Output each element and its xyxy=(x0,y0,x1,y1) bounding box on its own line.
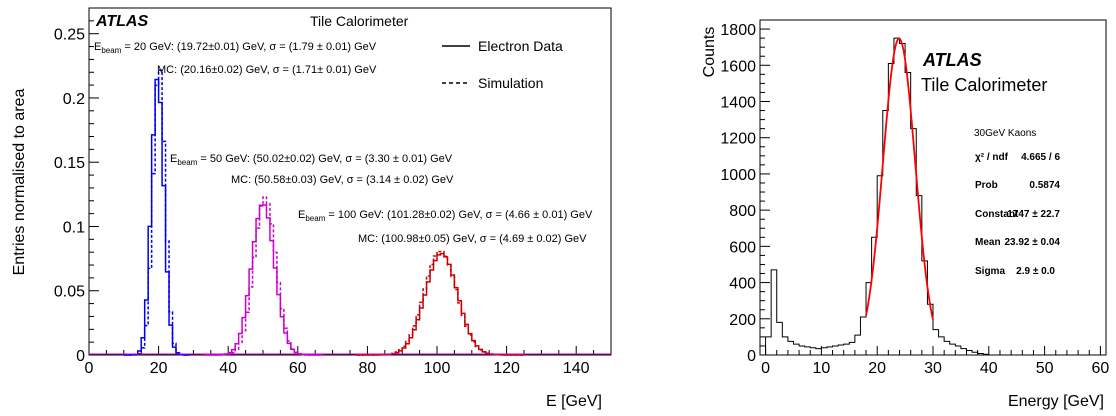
stats-title: 30GeV Kaons xyxy=(974,128,1036,139)
stats-value-constant: 1747 ± 22.7 xyxy=(1007,209,1060,220)
annotation-50-data: Ebeam = 50 GeV: (50.02±0.02) GeV, σ = (3… xyxy=(170,153,453,167)
stats-value-chi2: 4.665 / 6 xyxy=(1021,152,1060,163)
annotation-100-mc: MC: (100.98±0.05) GeV, σ = (4.69 ± 0.02)… xyxy=(358,233,587,245)
stats-label-prob: Prob xyxy=(975,180,998,191)
right-y-tick-label: 1800 xyxy=(720,22,756,39)
gaussian-fit-curve xyxy=(865,37,934,321)
right-subtitle: Tile Calorimeter xyxy=(921,75,1047,95)
stats-box: 30GeV Kaons χ² / ndf 4.665 / 6 Prob 0.58… xyxy=(974,128,1060,277)
left-x-axis-label: E [GeV] xyxy=(546,393,602,410)
left-x-tick-label: 80 xyxy=(359,360,377,377)
hist-mc-0 xyxy=(123,69,191,356)
left-y-axis-label: Entries normalised to area xyxy=(11,89,28,276)
left-y-tick-label: 0.15 xyxy=(54,155,85,172)
right-y-tick-label: 1200 xyxy=(720,131,756,148)
hist-data-2 xyxy=(356,252,524,356)
left-y-tick-label: 0.2 xyxy=(63,91,85,108)
left-y-tick-label: 0.05 xyxy=(54,284,85,301)
right-x-tick-label: 40 xyxy=(980,360,998,377)
stats-label-mean: Mean xyxy=(975,237,1001,248)
hist-mc-1 xyxy=(203,196,323,356)
right-y-tick-label: 800 xyxy=(729,203,756,220)
legend-label-data: Electron Data xyxy=(478,38,563,54)
right-y-tick-label: 0 xyxy=(747,348,756,365)
right-x-tick-label: 20 xyxy=(868,360,886,377)
right-y-tick-label: 1400 xyxy=(720,94,756,111)
left-x-tick-label: 60 xyxy=(289,360,307,377)
annotation-20-data: Ebeam = 20 GeV: (19.72±0.01) GeV, σ = (1… xyxy=(94,41,377,55)
left-subtitle: Tile Calorimeter xyxy=(310,13,409,29)
right-x-tick-label: 30 xyxy=(924,360,942,377)
left-histograms xyxy=(89,69,611,356)
left-y-tick-label: 0.1 xyxy=(63,219,85,236)
stats-value-mean: 23.92 ± 0.04 xyxy=(1004,237,1060,248)
left-x-tick-label: 40 xyxy=(219,360,237,377)
right-y-tick-label: 1600 xyxy=(720,58,756,75)
legend-label-sim: Simulation xyxy=(478,75,543,91)
annotation-50-mc: MC: (50.58±0.03) GeV, σ = (3.14 ± 0.02) … xyxy=(231,174,454,186)
left-x-tick-label: 0 xyxy=(85,360,94,377)
stats-label-chi2: χ² / ndf xyxy=(975,152,1009,163)
left-x-tick-label: 20 xyxy=(150,360,168,377)
left-chart: 0 20 40 60 80 100 120 140 0 0.05 0.1 0.15 0.2 0.25 En… xyxy=(11,7,612,410)
left-x-tick-label: 100 xyxy=(424,360,451,377)
left-atlas-label: ATLAS xyxy=(95,13,148,30)
stats-label-sigma: Sigma xyxy=(975,266,1005,277)
left-ticks: 0 20 40 60 80 100 120 140 0 0.05 0.1 0.15 0.2 0.25 xyxy=(54,7,612,377)
right-x-tick-label: 10 xyxy=(812,360,830,377)
hist-data-0 xyxy=(123,78,191,356)
right-y-tick-label: 1000 xyxy=(720,167,756,184)
annotation-100-data: Ebeam = 100 GeV: (101.28±0.02) GeV, σ = … xyxy=(298,209,593,223)
right-x-tick-label: 60 xyxy=(1092,360,1110,377)
right-chart: 0 10 20 30 40 50 60020040060080010001200140016… xyxy=(701,19,1109,410)
right-ticks: 0 10 20 30 40 50 60020040060080010001200140016… xyxy=(720,22,1109,377)
right-histogram xyxy=(765,37,1101,356)
right-y-axis-label: Counts xyxy=(701,27,718,78)
hist-data-1 xyxy=(203,204,323,356)
stats-value-prob: 0.5874 xyxy=(1029,180,1060,191)
stats-value-sigma: 2.9 ± 0.0 xyxy=(1016,266,1055,277)
right-x-tick-label: 50 xyxy=(1036,360,1054,377)
right-atlas-label: ATLAS xyxy=(922,50,982,70)
left-y-tick-label: 0.25 xyxy=(54,27,85,44)
stats-label-constant: Constant xyxy=(975,209,1019,220)
right-x-tick-label: 0 xyxy=(761,360,770,377)
annotation-20-mc: MC: (20.16±0.02) GeV, σ = (1.71± 0.01) G… xyxy=(157,64,377,76)
right-x-axis-label: Energy [GeV] xyxy=(1008,393,1104,410)
hist-mc-2 xyxy=(356,250,524,356)
left-x-tick-label: 120 xyxy=(493,360,520,377)
right-y-tick-label: 600 xyxy=(729,239,756,256)
right-y-tick-label: 200 xyxy=(729,312,756,329)
left-y-tick-label: 0 xyxy=(76,348,85,365)
left-x-tick-label: 140 xyxy=(563,360,590,377)
right-y-tick-label: 400 xyxy=(729,276,756,293)
